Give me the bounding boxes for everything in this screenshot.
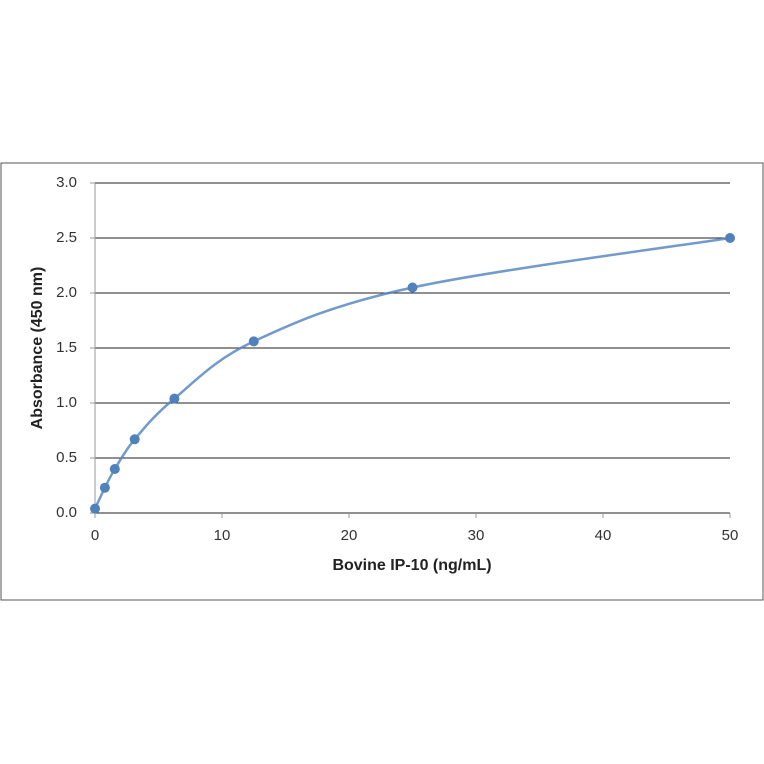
- data-point: [109, 464, 120, 474]
- y-tick-label: 3.0: [56, 174, 77, 191]
- x-tick-label: 50: [722, 527, 739, 544]
- y-axis-label: Absorbance (450 nm): [29, 267, 46, 430]
- data-point: [129, 434, 140, 445]
- data-point: [90, 503, 100, 514]
- y-tick-label: 2.5: [56, 229, 77, 246]
- data-point: [248, 336, 259, 347]
- data-point: [99, 482, 110, 493]
- data-point: [407, 282, 418, 293]
- y-tick-label: 0.0: [56, 504, 77, 521]
- x-tick-label: 10: [214, 527, 231, 544]
- x-tick-label: 30: [468, 527, 485, 544]
- x-tick-label: 40: [595, 527, 612, 544]
- y-tick-label: 1.5: [56, 339, 77, 356]
- data-point: [725, 233, 735, 243]
- x-axis-label: Bovine IP-10 (ng/mL): [332, 557, 491, 574]
- y-tick-label: 1.0: [56, 394, 77, 411]
- y-tick-label: 2.0: [56, 284, 77, 301]
- data-point: [169, 393, 180, 404]
- chart-frame: [0, 162, 764, 601]
- y-tick-label: 0.5: [56, 449, 77, 466]
- x-tick-label: 0: [91, 527, 99, 544]
- curve: [93, 236, 731, 510]
- x-tick-label: 20: [341, 527, 358, 544]
